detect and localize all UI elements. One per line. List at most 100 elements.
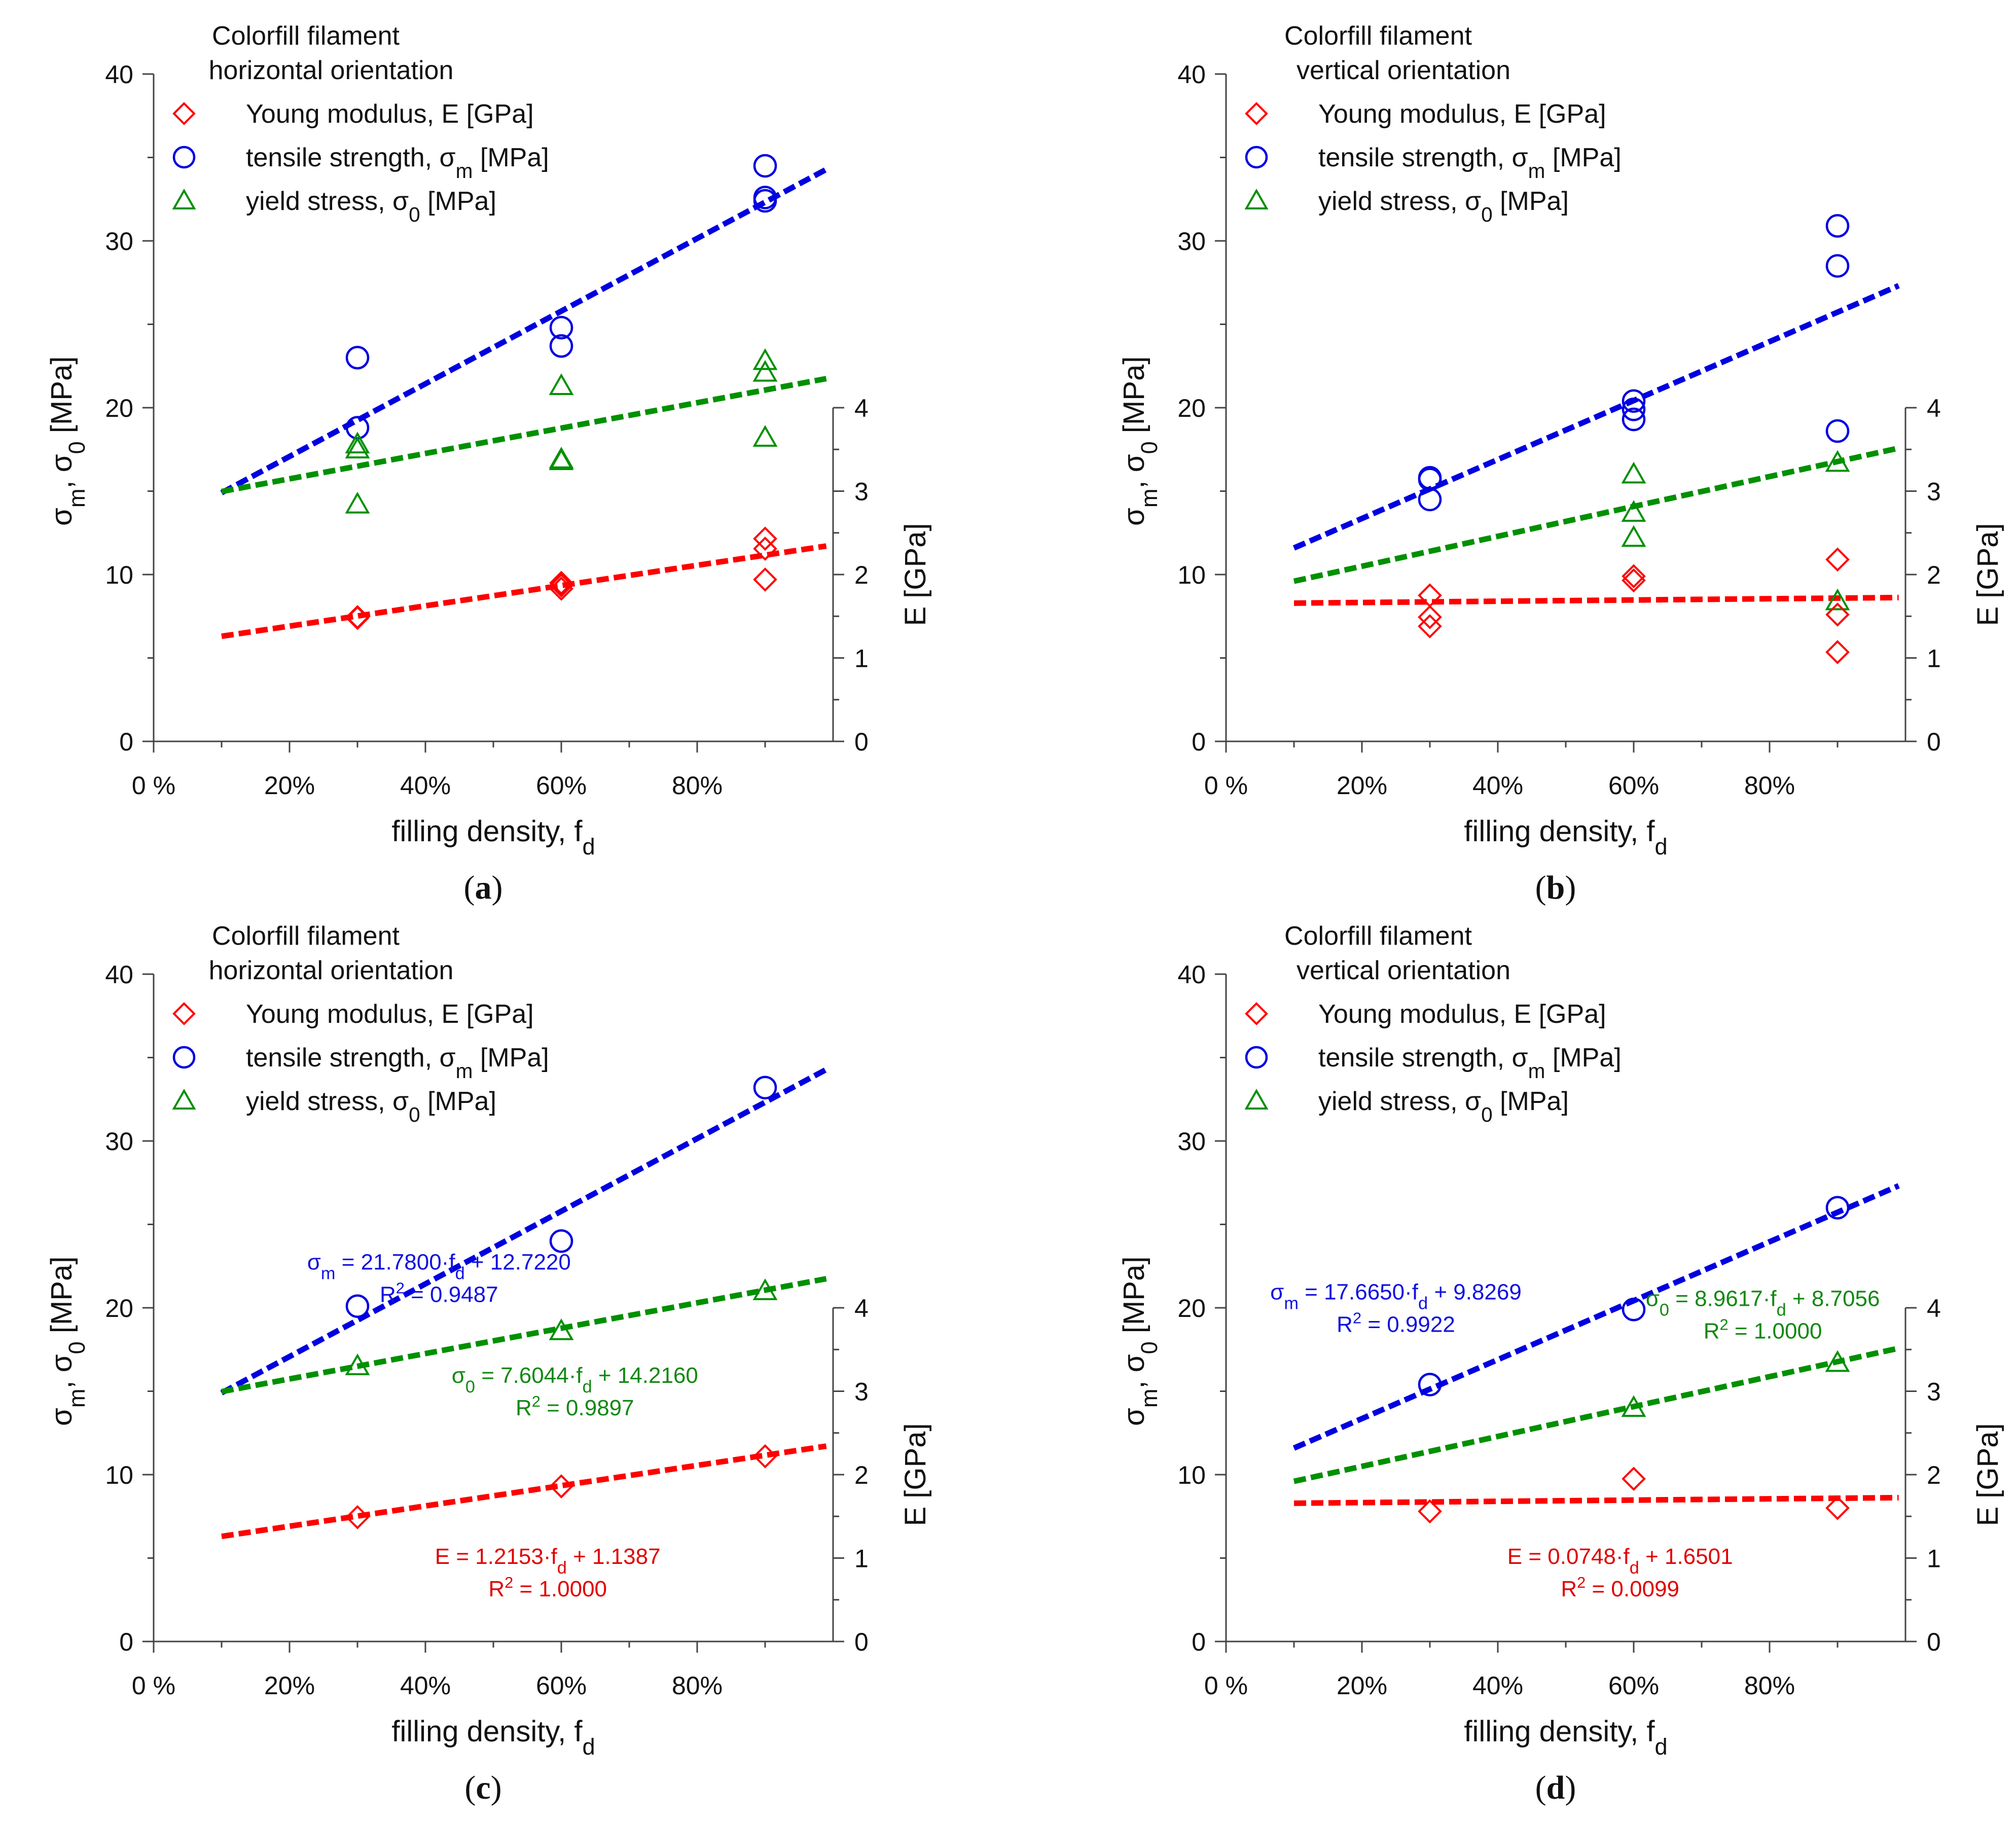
data-point-sm xyxy=(549,315,573,340)
legend-label-E: Young modulus, E [GPa] xyxy=(1318,999,1606,1029)
y-right-tick-label: 4 xyxy=(1927,394,1941,422)
data-point-E xyxy=(753,567,777,592)
y-right-tick-label: 3 xyxy=(854,1378,869,1406)
y-left-tick-label: 10 xyxy=(105,561,133,589)
fit-line-s0 xyxy=(221,376,827,494)
equation-s0: σ0 = 8.9617·fd + 8.7056 xyxy=(1646,1287,1880,1320)
y-right-tick-label: 0 xyxy=(1927,728,1941,756)
chart-title-line1: Colorfill filament xyxy=(212,921,400,951)
data-point-s0 xyxy=(752,1278,778,1300)
fit-line-sm xyxy=(1292,1183,1900,1451)
panel-caption: (c) xyxy=(464,1769,501,1806)
y-axis-right-label: E [GPa] xyxy=(899,1423,932,1526)
equation-sm: σm = 17.6650·fd + 9.8269 xyxy=(1270,1280,1522,1313)
data-point-s0 xyxy=(345,437,370,458)
data-point-sm xyxy=(753,189,777,213)
data-point-s0 xyxy=(752,425,778,447)
data-point-sm xyxy=(549,334,573,358)
y-left-tick-label: 0 xyxy=(1192,728,1206,756)
data-point-sm xyxy=(1418,487,1442,512)
legend-marker-s0 xyxy=(172,188,196,209)
y-left-tick-label: 20 xyxy=(105,1294,133,1323)
data-point-s0 xyxy=(345,432,370,454)
data-point-E xyxy=(1825,602,1850,627)
y-right-tick-label: 3 xyxy=(854,478,869,506)
data-point-E xyxy=(1418,1499,1442,1524)
y-axis-left-label: σm, σ0 [MPa] xyxy=(1118,356,1162,526)
data-point-E xyxy=(753,526,777,551)
legend-marker-sm xyxy=(172,146,196,169)
data-point-sm xyxy=(753,1076,777,1099)
data-point-s0 xyxy=(1825,450,1850,472)
r-squared-E: R2 = 1.0000 xyxy=(488,1574,607,1602)
chart-panel-c: 0 10 20 30 40 0 % 20% 40% 60% 80% 0 1 2 3 4 filling den… xyxy=(45,921,932,1806)
y-right-tick-label: 2 xyxy=(1927,1461,1941,1489)
equation-sm: σm = 21.7800·fd + 12.7220 xyxy=(307,1249,571,1283)
data-point-sm xyxy=(1418,1373,1442,1397)
y-left-tick-label: 20 xyxy=(1177,1294,1206,1323)
legend-marker-sm xyxy=(172,1046,196,1069)
x-axis-label: filling density, fd xyxy=(1464,815,1667,860)
y-right-tick-label: 1 xyxy=(1927,1545,1941,1573)
x-tick-label: 20% xyxy=(1337,771,1387,800)
data-point-sm xyxy=(1825,419,1850,443)
data-point-E xyxy=(1825,1495,1850,1520)
panel-caption: (d) xyxy=(1535,1769,1576,1806)
data-point-s0 xyxy=(1825,1350,1850,1372)
data-point-sm xyxy=(1825,214,1850,238)
y-right-tick-label: 1 xyxy=(1927,645,1941,673)
y-left-tick-label: 40 xyxy=(105,60,133,89)
r-squared-sm: R2 = 0.9487 xyxy=(380,1279,498,1307)
chart-title-line2: horizontal orientation xyxy=(209,56,454,85)
x-tick-label: 20% xyxy=(264,1671,315,1700)
data-point-s0 xyxy=(345,1353,370,1375)
data-point-E xyxy=(549,577,573,601)
data-point-sm xyxy=(1622,1298,1646,1322)
x-tick-label: 80% xyxy=(1744,1671,1795,1700)
y-axis-right-label: E [GPa] xyxy=(1971,1423,2004,1526)
legend-label-sm: tensile strength, σm [MPa] xyxy=(246,1043,549,1083)
y-left-tick-label: 40 xyxy=(1177,960,1206,989)
data-point-s0 xyxy=(752,348,778,370)
data-point-s0 xyxy=(1621,525,1646,547)
legend-label-sm: tensile strength, σm [MPa] xyxy=(1318,143,1622,183)
x-tick-label: 80% xyxy=(1744,771,1795,800)
data-point-E xyxy=(1622,568,1646,593)
legend-label-s0: yield stress, σ0 [MPa] xyxy=(1318,187,1569,226)
x-tick-label: 20% xyxy=(264,771,315,800)
fit-line-sm xyxy=(1292,283,1900,551)
data-point-s0 xyxy=(345,491,370,514)
y-axis-right-label: E [GPa] xyxy=(899,523,932,626)
chart-title-line2: horizontal orientation xyxy=(209,956,454,985)
legend-marker-E xyxy=(1245,102,1268,125)
y-axis-left-label: σm, σ0 [MPa] xyxy=(45,356,90,526)
x-tick-label: 0 % xyxy=(1204,771,1248,800)
chart-title-line2: vertical orientation xyxy=(1297,956,1510,985)
legend-marker-s0 xyxy=(1244,1088,1269,1110)
y-right-tick-label: 2 xyxy=(1927,561,1941,589)
legend-label-s0: yield stress, σ0 [MPa] xyxy=(1318,1087,1569,1126)
data-point-E xyxy=(345,605,370,630)
data-point-sm xyxy=(345,1294,370,1318)
panel-caption: (b) xyxy=(1535,869,1576,906)
data-point-E xyxy=(1622,564,1646,589)
chart-title-line1: Colorfill filament xyxy=(1284,921,1472,951)
x-tick-label: 80% xyxy=(672,771,723,800)
y-left-tick-label: 0 xyxy=(119,728,133,756)
data-point-s0 xyxy=(549,448,574,471)
y-left-tick-label: 30 xyxy=(105,1127,133,1156)
y-right-tick-label: 2 xyxy=(854,561,869,589)
data-point-E xyxy=(1825,547,1850,572)
data-point-sm xyxy=(345,346,370,370)
fit-line-s0 xyxy=(1293,1345,1899,1484)
r-squared-s0: R2 = 0.9897 xyxy=(516,1392,634,1421)
legend-label-s0: yield stress, σ0 [MPa] xyxy=(246,1087,496,1126)
y-left-tick-label: 10 xyxy=(1177,1461,1206,1489)
data-point-sm xyxy=(1622,389,1646,413)
x-tick-label: 40% xyxy=(1472,771,1523,800)
y-axis-left-label: σm, σ0 [MPa] xyxy=(45,1257,90,1426)
data-point-s0 xyxy=(1621,461,1646,484)
y-axis-left-label: σm, σ0 [MPa] xyxy=(1118,1257,1162,1426)
chart-panel-a: 0 10 20 30 40 0 % 20% 40% 60% 80% 0 1 2 3 4 filling den… xyxy=(45,21,932,906)
data-point-sm xyxy=(1622,398,1646,421)
